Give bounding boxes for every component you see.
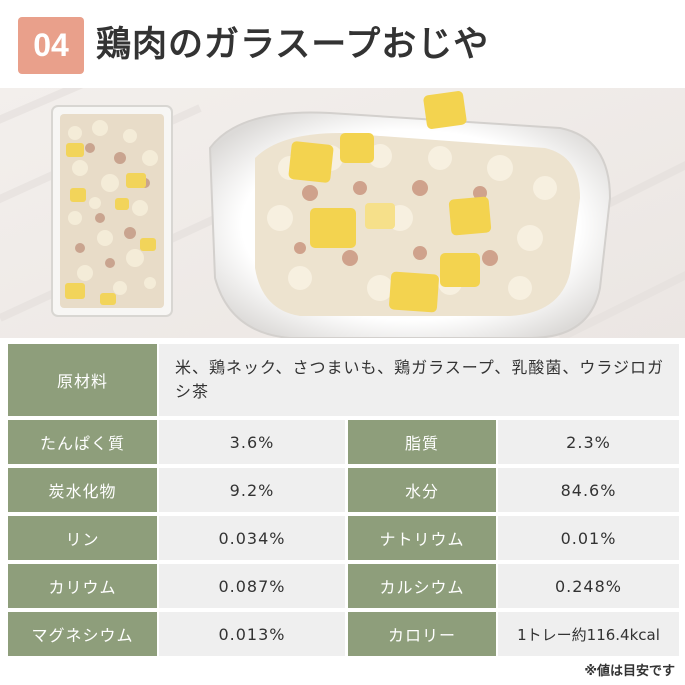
product-photo-illustration [0, 88, 685, 338]
nutrient-label: 水分 [348, 468, 496, 512]
nutrient-label: ナトリウム [348, 516, 496, 560]
nutrient-label: 炭水化物 [8, 468, 157, 512]
nutrient-label: たんぱく質 [8, 420, 157, 464]
nutrient-label: リン [8, 516, 157, 560]
nutrient-value: 2.3% [498, 420, 679, 464]
nutrient-label: カロリー [348, 612, 496, 656]
nutrient-value: 0.01% [498, 516, 679, 560]
nutrient-value: 9.2% [159, 468, 345, 512]
page-title: 鶏肉のガラスープおじや [96, 25, 490, 65]
header: 04 鶏肉のガラスープおじや [0, 0, 685, 88]
nutrient-value: 84.6% [498, 468, 679, 512]
bowl-image [208, 91, 612, 338]
nutrient-label: カリウム [8, 564, 157, 608]
nutrient-label: カルシウム [348, 564, 496, 608]
nutrient-value: 0.034% [159, 516, 345, 560]
item-number-badge: 04 [18, 17, 84, 74]
product-photo [0, 88, 685, 338]
nutrient-value: 0.087% [159, 564, 345, 608]
ingredients-label: 原材料 [8, 344, 157, 416]
tray-image [51, 105, 173, 317]
nutrient-value: 0.248% [498, 564, 679, 608]
nutrient-value: 0.013% [159, 612, 345, 656]
nutrient-value: 1トレー約116.4kcal [498, 612, 679, 656]
ingredients-value: 米、鶏ネック、さつまいも、鶏ガラスープ、乳酸菌、ウラジロガシ茶 [159, 344, 679, 416]
nutrient-label: マグネシウム [8, 612, 157, 656]
nutrient-label: 脂質 [348, 420, 496, 464]
nutrient-value: 3.6% [159, 420, 345, 464]
disclaimer-note: ※値は目安です [584, 664, 675, 679]
